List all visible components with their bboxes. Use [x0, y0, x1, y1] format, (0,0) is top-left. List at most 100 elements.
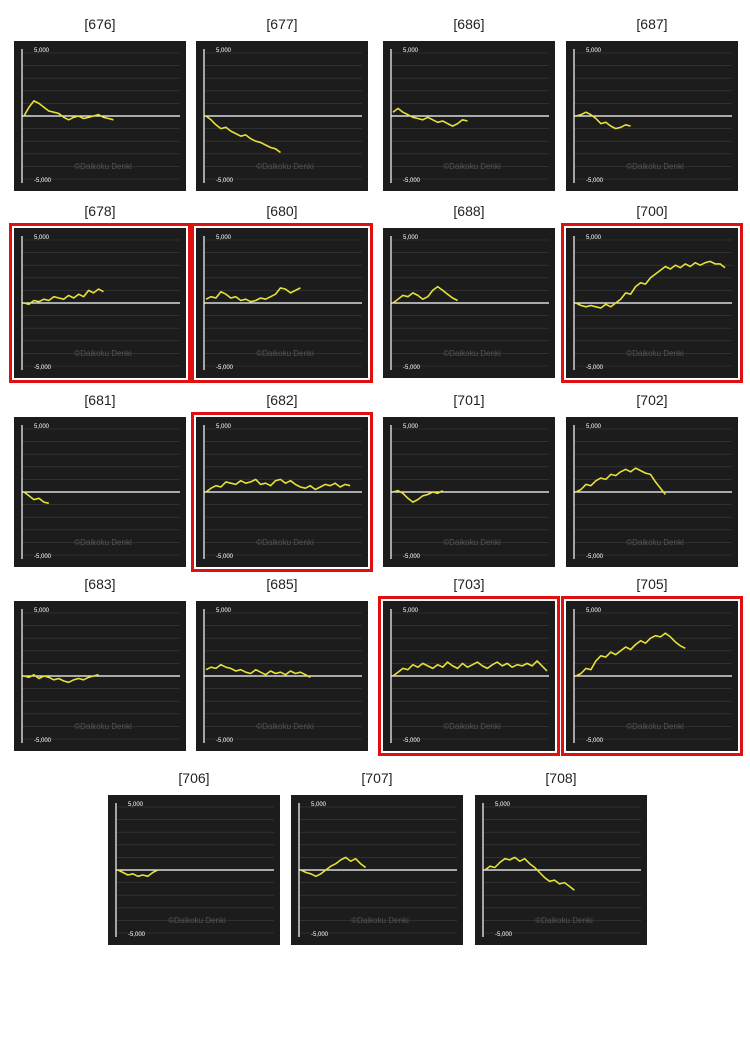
tick-label-top: 5,000	[34, 608, 50, 614]
tick-label-bottom: -5,000	[586, 554, 604, 560]
tick-label-bottom: -5,000	[586, 365, 604, 371]
tick-label-top: 5,000	[34, 48, 50, 54]
chart-title: [676]	[84, 16, 116, 32]
watermark: ©Daikoku Denki	[351, 916, 409, 925]
chart-cell: [682] 5,000 -5,000 ©Daikoku Denki	[191, 392, 373, 572]
series-line	[23, 288, 104, 306]
tick-label-top: 5,000	[586, 48, 602, 54]
watermark: ©Daikoku Denki	[256, 349, 314, 358]
chart-panel: 5,000 -5,000 ©Daikoku Denki	[14, 417, 186, 567]
chart-panel: 5,000 -5,000 ©Daikoku Denki	[196, 417, 368, 567]
watermark: ©Daikoku Denki	[74, 349, 132, 358]
watermark: ©Daikoku Denki	[256, 722, 314, 731]
series-line	[575, 260, 726, 309]
chart-cell: [703] 5,000 -5,000 ©Daikoku Denki	[378, 576, 560, 756]
series-line	[484, 856, 575, 891]
chart-cell: [688] 5,000 -5,000 ©Daikoku Denki	[383, 203, 555, 378]
watermark: ©Daikoku Denki	[626, 538, 684, 547]
tick-label-top: 5,000	[495, 802, 511, 808]
series-line	[575, 632, 686, 677]
chart-title: [677]	[266, 16, 298, 32]
tick-label-bottom: -5,000	[586, 738, 604, 744]
chart-panel: 5,000 -5,000 ©Daikoku Denki	[383, 601, 555, 751]
tick-label-bottom: -5,000	[311, 932, 329, 938]
watermark: ©Daikoku Denki	[535, 916, 593, 925]
chart-title: [682]	[266, 392, 298, 408]
chart-cell: [681] 5,000 -5,000 ©Daikoku Denki	[14, 392, 186, 567]
chart-panel: 5,000 -5,000 ©Daikoku Denki	[196, 41, 368, 191]
tick-label-bottom: -5,000	[34, 365, 52, 371]
chart-title: [678]	[84, 203, 116, 219]
chart-title: [703]	[453, 576, 485, 592]
watermark: ©Daikoku Denki	[443, 162, 501, 171]
chart-cell: [706] 5,000 -5,000 ©Daikoku Denki	[108, 770, 280, 945]
chart-title: [705]	[636, 576, 668, 592]
chart-cell: [680] 5,000 -5,000 ©Daikoku Denki	[191, 203, 373, 383]
series-line	[575, 111, 631, 130]
watermark: ©Daikoku Denki	[626, 162, 684, 171]
series-line	[23, 491, 49, 505]
tick-label-bottom: -5,000	[403, 554, 421, 560]
chart-panel: 5,000 -5,000 ©Daikoku Denki	[383, 228, 555, 378]
tick-label-bottom: -5,000	[403, 738, 421, 744]
watermark: ©Daikoku Denki	[74, 162, 132, 171]
chart-panel: 5,000 -5,000 ©Daikoku Denki	[566, 417, 738, 567]
chart-panel: 5,000 -5,000 ©Daikoku Denki	[14, 601, 186, 751]
tick-label-top: 5,000	[216, 235, 232, 241]
tick-label-bottom: -5,000	[34, 738, 52, 744]
chart-cell: [678] 5,000 -5,000 ©Daikoku Denki	[9, 203, 191, 383]
tick-label-bottom: -5,000	[216, 738, 234, 744]
tick-label-bottom: -5,000	[586, 178, 604, 184]
chart-cell: [683] 5,000 -5,000 ©Daikoku Denki	[14, 576, 186, 751]
tick-label-top: 5,000	[216, 424, 232, 430]
chart-cell: [677] 5,000 -5,000 ©Daikoku Denki	[196, 16, 368, 191]
chart-title: [681]	[84, 392, 116, 408]
chart-cell: [701] 5,000 -5,000 ©Daikoku Denki	[383, 392, 555, 567]
chart-cell: [708] 5,000 -5,000 ©Daikoku Denki	[475, 770, 647, 945]
chart-panel: 5,000 -5,000 ©Daikoku Denki	[14, 228, 186, 378]
chart-cell: [707] 5,000 -5,000 ©Daikoku Denki	[291, 770, 463, 945]
chart-panel: 5,000 -5,000 ©Daikoku Denki	[383, 417, 555, 567]
chart-panel: 5,000 -5,000 ©Daikoku Denki	[196, 228, 368, 378]
chart-panel: 5,000 -5,000 ©Daikoku Denki	[14, 41, 186, 191]
chart-title: [687]	[636, 16, 668, 32]
series-line	[392, 107, 468, 127]
series-line	[392, 285, 458, 304]
chart-cell: [687] 5,000 -5,000 ©Daikoku Denki	[566, 16, 738, 191]
tick-label-top: 5,000	[403, 235, 419, 241]
chart-panel: 5,000 -5,000 ©Daikoku Denki	[566, 41, 738, 191]
chart-title: [702]	[636, 392, 668, 408]
chart-cell: [676] 5,000 -5,000 ©Daikoku Denki	[14, 16, 186, 191]
chart-panel: 5,000 -5,000 ©Daikoku Denki	[475, 795, 647, 945]
tick-label-bottom: -5,000	[216, 178, 234, 184]
tick-label-bottom: -5,000	[128, 932, 146, 938]
watermark: ©Daikoku Denki	[443, 538, 501, 547]
chart-title: [701]	[453, 392, 485, 408]
chart-title: [708]	[545, 770, 577, 786]
tick-label-top: 5,000	[586, 608, 602, 614]
tick-label-bottom: -5,000	[403, 178, 421, 184]
tick-label-top: 5,000	[311, 802, 327, 808]
chart-panel: 5,000 -5,000 ©Daikoku Denki	[566, 601, 738, 751]
chart-title: [683]	[84, 576, 116, 592]
chart-cell: [705] 5,000 -5,000 ©Daikoku Denki	[561, 576, 743, 756]
chart-title: [707]	[361, 770, 393, 786]
chart-title: [688]	[453, 203, 485, 219]
chart-title: [680]	[266, 203, 298, 219]
chart-panel: 5,000 -5,000 ©Daikoku Denki	[383, 41, 555, 191]
chart-title: [685]	[266, 576, 298, 592]
series-line	[117, 869, 159, 878]
chart-cell: [685] 5,000 -5,000 ©Daikoku Denki	[196, 576, 368, 751]
chart-cell: [700] 5,000 -5,000 ©Daikoku Denki	[561, 203, 743, 383]
series-line	[205, 478, 351, 493]
watermark: ©Daikoku Denki	[626, 349, 684, 358]
tick-label-top: 5,000	[34, 424, 50, 430]
watermark: ©Daikoku Denki	[443, 722, 501, 731]
watermark: ©Daikoku Denki	[168, 916, 226, 925]
chart-title: [686]	[453, 16, 485, 32]
tick-label-top: 5,000	[34, 235, 50, 241]
chart-title: [700]	[636, 203, 668, 219]
watermark: ©Daikoku Denki	[74, 538, 132, 547]
chart-panel: 5,000 -5,000 ©Daikoku Denki	[108, 795, 280, 945]
series-line	[392, 489, 444, 503]
